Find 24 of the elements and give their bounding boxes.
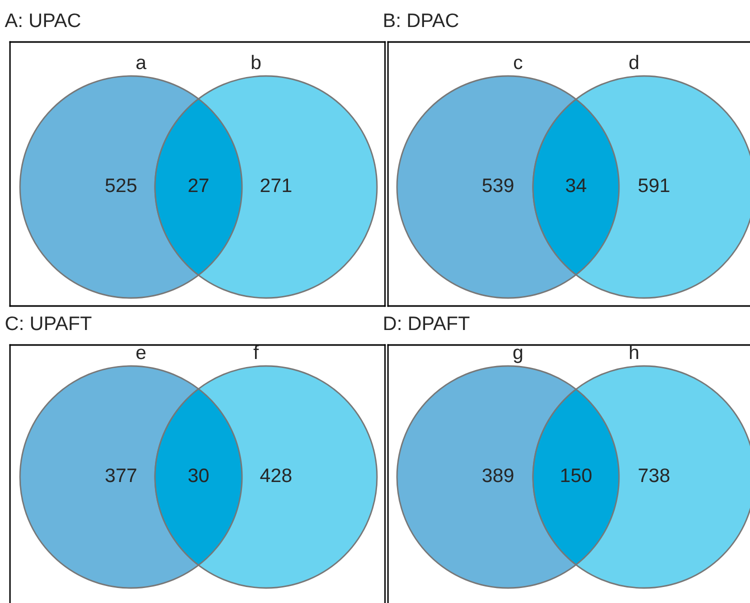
category-label: e	[136, 348, 146, 360]
data-label: 591	[638, 178, 670, 192]
data-label: 539	[482, 178, 514, 192]
text: D: DPAFT	[384, 316, 470, 330]
data-label: 30	[188, 468, 209, 482]
text: B: DPAC	[384, 13, 458, 28]
data-label: 150	[561, 468, 592, 482]
data-label: 738	[638, 468, 670, 482]
data-label: 271	[260, 178, 292, 192]
category-label: b	[252, 54, 261, 70]
category-label: a	[136, 58, 146, 70]
category-label: g	[513, 348, 522, 364]
data-label: 34	[566, 178, 586, 192]
category-label: c	[514, 58, 522, 70]
data-label: 525	[106, 178, 136, 192]
data-label: 27	[188, 178, 208, 192]
category-label: f	[254, 344, 259, 360]
category-label: d	[629, 54, 638, 70]
text: A: UPAC	[4, 13, 80, 28]
data-label: 428	[260, 468, 292, 482]
data-label: 389	[482, 468, 514, 482]
category-label: h	[630, 344, 638, 360]
data-label: 377	[106, 468, 136, 482]
text: C: UPAFT	[6, 316, 92, 330]
